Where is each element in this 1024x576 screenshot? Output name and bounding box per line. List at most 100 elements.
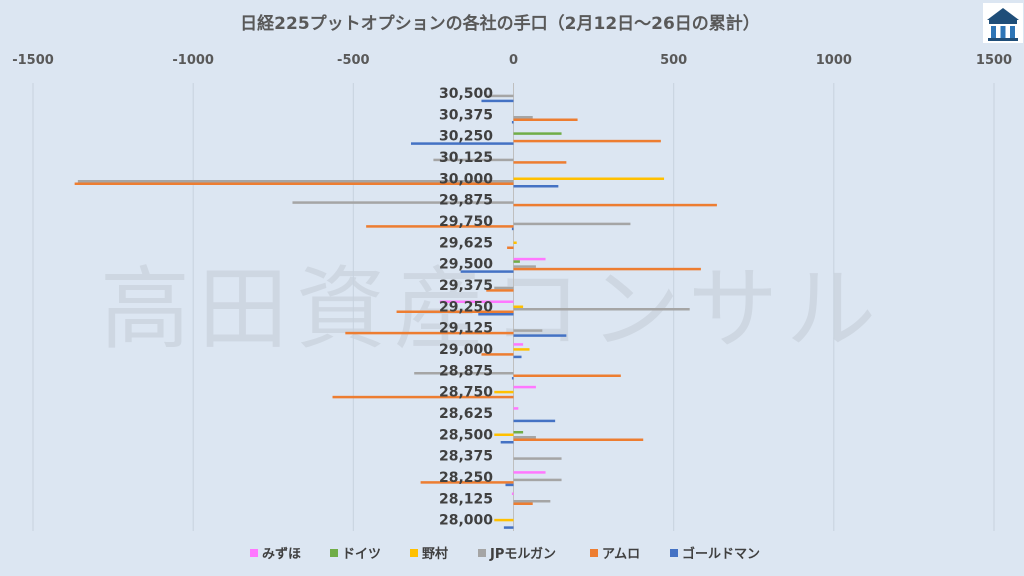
- bar: [77, 180, 514, 183]
- legend-label: ゴールドマン: [682, 546, 760, 562]
- legend-swatch: [478, 549, 486, 557]
- category-label: 28,125: [439, 491, 493, 507]
- bar: [513, 177, 665, 180]
- category-label: 29,500: [439, 257, 493, 273]
- bar: [511, 121, 514, 124]
- bar: [396, 310, 514, 313]
- category-label: 29,375: [439, 278, 493, 294]
- legend-swatch: [670, 549, 678, 557]
- bar: [513, 305, 524, 308]
- bar: [332, 395, 514, 399]
- bar: [513, 343, 524, 346]
- category-label: 28,875: [439, 363, 493, 379]
- bar: [494, 390, 514, 394]
- bar: [292, 201, 514, 204]
- bar: [478, 313, 514, 316]
- x-tick-label: -1000: [172, 53, 214, 68]
- legend-swatch: [410, 549, 418, 557]
- bar: [513, 118, 578, 121]
- bar: [439, 300, 514, 303]
- category-label: 29,000: [439, 342, 493, 358]
- bar: [433, 158, 514, 162]
- bar: [460, 270, 514, 273]
- bar: [513, 502, 533, 505]
- bar: [505, 483, 514, 487]
- bar: [481, 99, 514, 103]
- bar: [511, 227, 514, 231]
- chart-title: 日経225プットオプションの各社の手口（2月12日～26日の累計）: [240, 13, 760, 34]
- bar: [513, 185, 559, 188]
- bar: [494, 518, 514, 522]
- x-tick-label: -500: [337, 53, 370, 68]
- x-tick-label: 500: [660, 53, 687, 68]
- category-labels: 30,500 30,375 30,250 30,125 30,000 29,875 29,7…: [439, 86, 493, 529]
- category-label: 30,125: [439, 150, 493, 166]
- bar: [494, 433, 514, 436]
- legend-label: JPモルガン: [489, 547, 556, 562]
- x-tick-label: -1500: [12, 53, 54, 68]
- category-label: 29,875: [439, 193, 493, 209]
- x-tick-label: 1500: [976, 53, 1012, 68]
- legend-label: みずほ: [262, 546, 301, 562]
- bar: [484, 94, 514, 98]
- bar: [513, 203, 717, 207]
- bar: [481, 353, 514, 356]
- watermark: 高田資産コンサル: [100, 257, 884, 362]
- bar: [513, 267, 701, 271]
- category-label: 29,750: [439, 214, 493, 230]
- category-label: 30,500: [439, 86, 493, 102]
- legend: みずほ ドイツ 野村 JPモルガン アムロ ゴールドマン: [250, 546, 760, 562]
- bar: [500, 441, 514, 444]
- bar: [513, 431, 524, 434]
- category-label: 28,250: [439, 470, 493, 486]
- bar: [513, 222, 631, 226]
- bar: [513, 241, 517, 244]
- category-label: 29,250: [439, 299, 493, 315]
- bar: [513, 265, 536, 268]
- bar: [513, 260, 520, 263]
- bar: [507, 246, 514, 249]
- brand-logo-icon: [983, 3, 1023, 43]
- legend-swatch: [590, 549, 598, 557]
- category-label: 30,375: [439, 107, 493, 123]
- x-axis-tick-labels: -1500 -1000 -500 0 500 1000 1500: [12, 53, 1012, 68]
- bar: [513, 348, 530, 351]
- bar: [513, 161, 567, 164]
- category-label: 30,250: [439, 129, 493, 145]
- bar: [513, 139, 661, 143]
- bar: [74, 182, 514, 185]
- category-label: 29,125: [439, 321, 493, 337]
- category-label: 28,750: [439, 385, 493, 401]
- bar: [513, 374, 621, 377]
- bar: [414, 372, 514, 375]
- bar: [513, 385, 536, 389]
- legend-swatch: [330, 549, 338, 557]
- legend-swatch: [250, 549, 258, 557]
- bar: [513, 471, 546, 474]
- bar: [486, 289, 514, 292]
- bar: [513, 419, 556, 423]
- category-label: 28,625: [439, 406, 493, 422]
- bar: [513, 478, 562, 482]
- bar: [513, 407, 519, 410]
- legend-label: ドイツ: [342, 547, 381, 562]
- category-label: 28,500: [439, 427, 493, 443]
- bar: [513, 438, 644, 441]
- bar: [503, 526, 514, 529]
- bar: [513, 436, 536, 439]
- x-tick-label: 0: [509, 53, 518, 68]
- bar: [410, 142, 514, 145]
- bar: [494, 286, 514, 290]
- legend-label: アムロ: [602, 547, 640, 562]
- bar: [513, 116, 533, 119]
- bar: [513, 308, 690, 311]
- bar: [511, 492, 514, 495]
- category-label: 28,000: [439, 513, 493, 529]
- bar: [513, 457, 562, 460]
- category-label: 30,000: [439, 171, 493, 187]
- bar: [513, 355, 522, 359]
- bar: [513, 329, 543, 332]
- bar: [420, 481, 514, 484]
- bar: [513, 257, 546, 261]
- bar-series: [74, 94, 717, 529]
